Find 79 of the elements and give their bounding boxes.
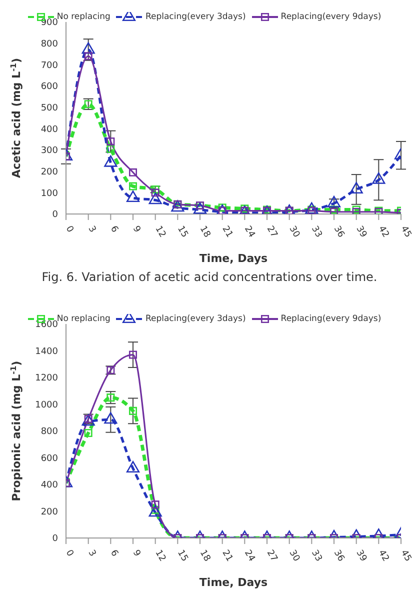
x-tick-label: 15 [175,224,190,240]
point [193,202,207,214]
x-tick-label: 36 [331,224,346,240]
x-axis-title: Time, Days [199,576,268,589]
x-tick-label: 9 [130,548,142,559]
x-tick-label: 27 [264,548,279,564]
point [305,202,318,214]
x-tick-label: 3 [86,224,98,234]
point [126,461,140,472]
x-tick-label: 30 [286,548,302,564]
x-tick-label: 21 [220,548,234,564]
x-tick-label: 45 [398,224,413,240]
point [126,190,140,202]
point [82,42,95,54]
caption: Fig. 6. Variation of acetic acid concentrations over time. [40,270,378,284]
x-tick-label: 18 [197,224,212,240]
x-tick-label: 27 [264,224,279,240]
x-tick-label: 45 [398,548,413,564]
x-tick-label: 36 [331,548,346,564]
legend-label: Replacing(every 3days) [144,314,246,324]
point [106,137,115,146]
y-tick-label: 500 [40,104,58,114]
y-tick-label: 200 [40,168,58,178]
x-tick-label: 15 [175,548,190,564]
x-tick-label: 3 [86,548,98,558]
point [104,412,118,424]
point [151,188,160,197]
x-tick-label: 24 [242,548,257,564]
x-tick-label: 33 [309,548,324,564]
x-tick-label: 39 [354,224,368,240]
y-tick-label: 800 [40,427,58,438]
y-tick-label: 100 [40,188,58,199]
x-tick-label: 18 [197,548,212,564]
point [106,394,115,402]
x-tick-label: 24 [242,224,257,240]
x-tick-label: 33 [309,224,324,240]
y-tick-label: 200 [40,507,58,518]
point [171,200,184,212]
y-tick-label: 800 [40,40,58,50]
legend-label: Replacing(every 9days) [280,314,382,324]
x-tick-label: 42 [376,224,390,240]
legend-label: Replacing(every 9days) [280,12,382,22]
y-tick-label: 400 [40,124,58,135]
y-tick-label: 0 [52,210,58,220]
point [372,172,386,184]
point [148,505,162,517]
point [84,52,92,60]
x-tick-label: 30 [286,224,302,240]
point [84,429,92,438]
x-tick-label: 6 [108,548,120,559]
y-tick-label: 700 [40,60,58,71]
point [350,182,363,194]
x-tick-label: 9 [130,224,142,235]
point [128,182,138,190]
point [148,192,162,204]
x-tick-label: 21 [220,224,234,240]
y-tick-label: 600 [40,454,58,464]
y-tick-label: 0 [52,534,58,544]
point [128,350,138,359]
x-axis-title: Time, Days [199,252,268,265]
y-tick-label: 1000 [35,400,58,410]
point [128,168,138,176]
x-tick-label: 12 [152,548,168,564]
point [104,155,118,167]
point [128,406,138,415]
point [106,144,115,153]
y-tick-label: 600 [40,82,58,92]
y-tick-label: 1400 [35,346,58,357]
x-tick-label: 6 [108,224,120,235]
y-tick-label: 400 [40,480,58,491]
x-tick-label: 0 [63,224,76,235]
y-tick-label: 300 [40,146,58,156]
x-tick-label: 12 [152,224,168,240]
y-tick-label: 1200 [35,374,58,384]
x-tick-label: 39 [354,548,368,564]
x-tick-label: 42 [376,548,390,564]
x-tick-label: 0 [63,548,76,559]
point [327,196,341,208]
legend-label: Replacing(every 3days) [144,12,246,22]
